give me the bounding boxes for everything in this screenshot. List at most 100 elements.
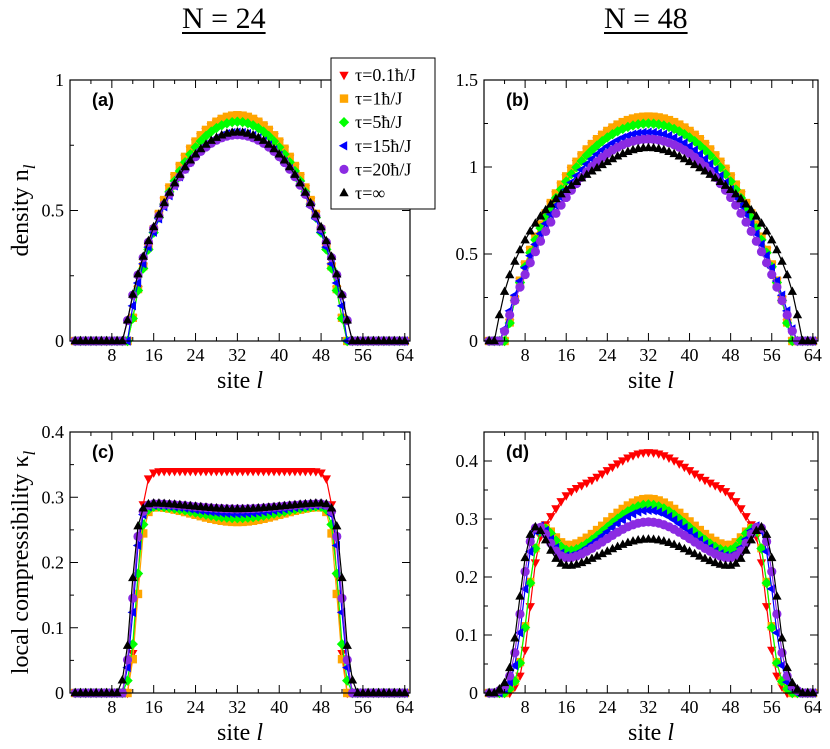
data-point [695, 473, 705, 483]
data-point [515, 609, 525, 619]
data-point [741, 513, 751, 522]
data-point [694, 149, 704, 159]
data-point [618, 457, 628, 466]
data-point [122, 640, 133, 649]
data-point [777, 256, 787, 265]
data-point [525, 258, 535, 268]
data-point [695, 162, 705, 172]
data-point [659, 452, 669, 461]
data-point [643, 505, 652, 515]
data-point [659, 498, 669, 507]
data-point [761, 529, 772, 538]
x-tick-label: 64 [804, 697, 822, 717]
data-point [295, 177, 305, 187]
x-tick-label: 32 [228, 697, 246, 717]
data-point [663, 511, 673, 522]
data-point [695, 551, 705, 560]
legend-label: τ=∞ [355, 183, 385, 203]
data-point [623, 501, 633, 510]
data-point [618, 117, 627, 127]
data-point [612, 541, 623, 550]
data-point [776, 660, 786, 671]
data-point [771, 628, 781, 638]
data-point [762, 536, 772, 547]
legend: τ=0.1ħ/J τ=1ħ/J τ=5ħ/J τ=15ħ/J τ=20ħ/J τ=∞ [330, 57, 436, 210]
data-point [632, 128, 642, 138]
data-point [567, 164, 576, 173]
data-point [514, 628, 524, 638]
legend-marker [339, 94, 349, 103]
data-point [561, 492, 571, 501]
legend-label: τ=5ħ/J [355, 112, 402, 132]
data-point [515, 591, 525, 600]
data-point [509, 676, 521, 687]
data-point [659, 144, 669, 154]
data-point [546, 513, 556, 522]
data-point [669, 148, 679, 158]
data-point [566, 180, 577, 189]
data-point [285, 152, 294, 162]
data-point [520, 552, 530, 562]
data-point [342, 640, 352, 649]
data-point [592, 473, 602, 483]
data-point [572, 157, 581, 166]
data-point [133, 589, 143, 599]
data-point [736, 505, 746, 514]
data-point [664, 146, 674, 155]
data-point [592, 525, 602, 535]
data-point [720, 488, 731, 497]
data-point [525, 529, 535, 538]
x-tick-label: 32 [639, 345, 657, 365]
data-point [675, 120, 684, 129]
data-point [321, 498, 332, 508]
x-tick-label: 40 [681, 697, 699, 717]
data-point [175, 169, 185, 178]
data-point [664, 454, 674, 463]
data-point [680, 123, 689, 132]
data-point [658, 120, 670, 131]
data-point [582, 533, 591, 542]
data-point [587, 529, 597, 539]
data-point [519, 584, 529, 594]
x-tick-label: 48 [312, 345, 330, 365]
data-point [117, 335, 128, 345]
data-point [581, 538, 592, 549]
data-point [217, 114, 226, 124]
data-point [622, 131, 632, 141]
x-tick-label: 8 [107, 697, 116, 717]
data-point [746, 226, 756, 236]
data-point [767, 269, 777, 280]
data-point [704, 150, 716, 161]
data-point [638, 118, 649, 129]
data-point [321, 235, 332, 245]
data-point [756, 247, 767, 257]
x-tick-label: 24 [187, 697, 205, 717]
data-point [711, 536, 720, 546]
data-point [274, 142, 285, 153]
data-point [191, 137, 200, 146]
y-axis-label: local compressibility κl [8, 451, 39, 675]
data-point [556, 558, 566, 567]
x-tick-label: 40 [270, 697, 288, 717]
data-point [237, 512, 248, 524]
data-point [551, 553, 561, 562]
data-point [201, 139, 211, 148]
data-point [332, 520, 342, 530]
panel-a: 8 16 24 32 40 48 56 64 0 0.5 1 (a) site l density nl [8, 70, 414, 394]
legend-marker [339, 71, 349, 81]
data-point [746, 535, 756, 544]
data-point [751, 236, 761, 246]
data-point [342, 315, 352, 324]
y-tick-label: 0.2 [456, 567, 479, 587]
data-point [164, 187, 175, 196]
data-point [767, 552, 777, 562]
data-point [639, 112, 648, 121]
data-point [520, 646, 530, 656]
data-point [735, 535, 747, 546]
data-point [623, 115, 633, 125]
data-point [535, 236, 546, 246]
data-point [525, 577, 536, 589]
data-point [725, 492, 736, 501]
data-point [669, 117, 679, 127]
data-point [321, 475, 332, 484]
